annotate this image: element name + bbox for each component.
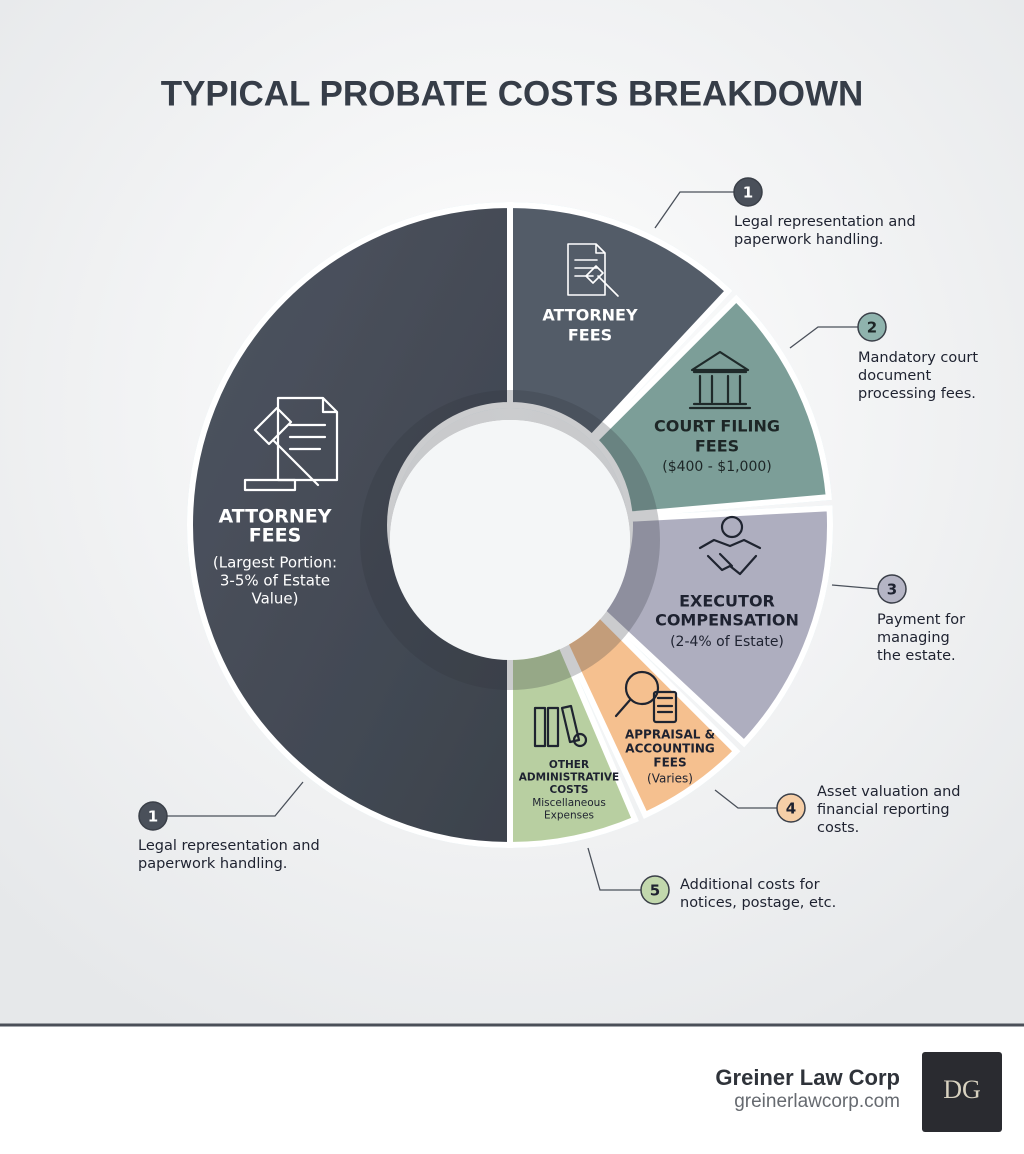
callout-number: 1 xyxy=(148,808,158,826)
callout-text: costs. xyxy=(817,820,859,836)
callout-text: Payment for xyxy=(877,612,965,628)
donut xyxy=(187,201,833,849)
callout-badge xyxy=(640,875,670,905)
segment-detail: ($400 - $1,000) xyxy=(662,459,772,475)
callout-text: managing xyxy=(877,630,950,646)
segment-label: FEES xyxy=(568,326,612,345)
callout-text: processing fees. xyxy=(858,386,976,402)
callout-badge xyxy=(138,801,168,831)
callout-text: the estate. xyxy=(877,648,956,664)
courthouse-icon xyxy=(688,350,752,410)
callout-badge xyxy=(733,177,763,207)
firm-name: Greiner Law Corp xyxy=(715,1065,900,1090)
segment-label: FEES xyxy=(249,525,302,547)
segment-label: APPRAISAL & xyxy=(625,728,715,742)
segment-detail: (Largest Portion: xyxy=(213,554,337,572)
callout-badge xyxy=(776,793,806,823)
logo-text: DG xyxy=(943,1075,981,1104)
leader-line xyxy=(654,191,734,229)
callout-number: 3 xyxy=(887,581,897,599)
callout-number: 5 xyxy=(650,882,660,900)
segment-label: ACCOUNTING xyxy=(625,742,714,756)
callout-text: Legal representation and xyxy=(138,838,320,854)
segment-label: COMPENSATION xyxy=(655,611,799,630)
gavel-document-icon xyxy=(243,396,339,492)
leader-line xyxy=(167,781,304,817)
segment-detail: Expenses xyxy=(544,810,594,822)
leader-line xyxy=(789,326,858,349)
binders-icon xyxy=(533,704,588,748)
segment-label: COURT FILING xyxy=(654,417,780,436)
segment-label: EXECUTOR xyxy=(679,592,775,611)
callout-text: Mandatory court xyxy=(858,350,978,366)
segment-detail: 3-5% of Estate xyxy=(220,572,330,590)
leader-line xyxy=(714,789,777,809)
callout-text: document xyxy=(858,368,931,384)
donut-hole xyxy=(390,420,630,660)
callout-number: 2 xyxy=(867,319,877,337)
footer-background xyxy=(0,1025,1024,1154)
segment xyxy=(590,294,833,518)
callout-text: paperwork handling. xyxy=(734,232,883,248)
callout-text: Asset valuation and xyxy=(817,784,960,800)
segment-label: ATTORNEY xyxy=(542,306,638,325)
segment-label: ATTORNEY xyxy=(218,506,331,528)
segment-detail: (Varies) xyxy=(647,772,693,786)
segment-label: COSTS xyxy=(550,784,589,796)
segment-label: OTHER xyxy=(549,759,589,771)
icons xyxy=(243,243,762,748)
handshake-icon xyxy=(698,515,762,576)
gavel-document-icon-small xyxy=(567,243,619,297)
leader-line xyxy=(831,584,879,590)
title: TYPICAL PROBATE COSTS BREAKDOWN xyxy=(161,74,864,113)
appraisal-icon xyxy=(614,670,678,724)
segment-label: FEES xyxy=(653,756,686,770)
firm-url: greinerlawcorp.com xyxy=(734,1091,900,1112)
callout-text: financial reporting xyxy=(817,802,950,818)
segment-detail: (2-4% of Estate) xyxy=(670,634,784,650)
callout-badge xyxy=(857,312,887,342)
segment-label: ADMINISTRATIVE xyxy=(519,772,619,784)
segment xyxy=(507,201,733,442)
callout-text: Legal representation and xyxy=(734,214,916,230)
callout-number: 1 xyxy=(743,184,753,202)
callouts: 1 Legal representation and paperwork handl… xyxy=(138,177,978,911)
segment-detail: Miscellaneous xyxy=(532,797,606,809)
callout-number: 4 xyxy=(786,800,796,818)
callout-text: Additional costs for xyxy=(680,877,820,893)
segment-label: FEES xyxy=(695,437,739,456)
callout-badge xyxy=(877,574,907,604)
leader-line xyxy=(587,847,641,891)
callout-text: paperwork handling. xyxy=(138,856,287,872)
logo xyxy=(922,1052,1002,1132)
segment-detail: Value) xyxy=(251,590,298,608)
inner-ring xyxy=(360,390,660,690)
callout-text: notices, postage, etc. xyxy=(680,895,836,911)
